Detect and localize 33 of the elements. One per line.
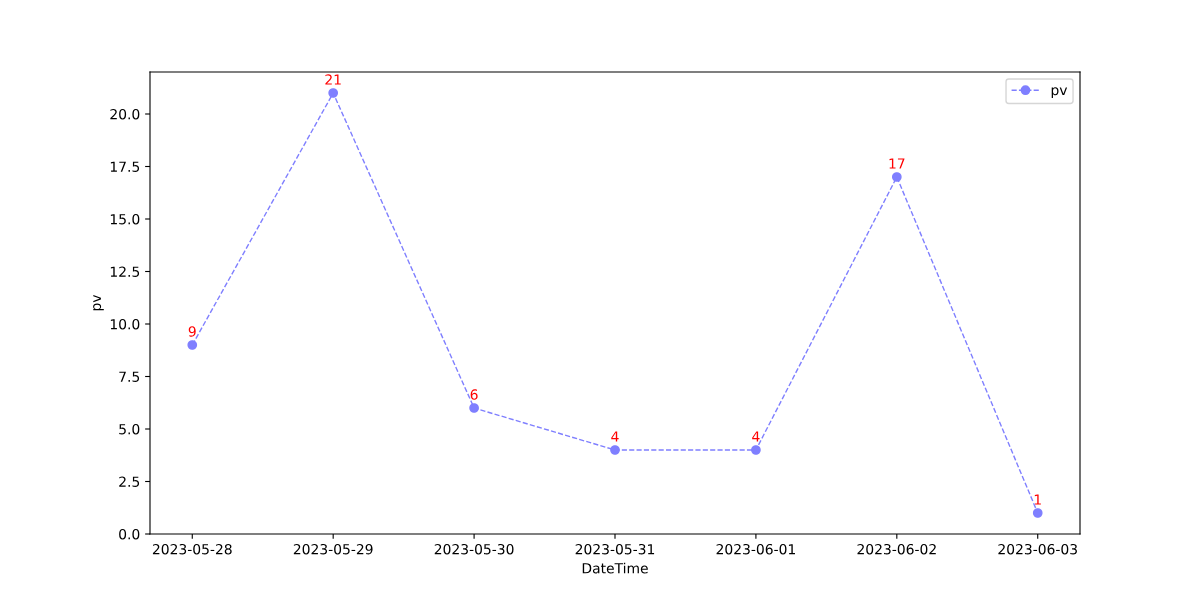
x-tick-label: 2023-06-02 xyxy=(857,543,936,555)
data-label: 17 xyxy=(889,158,905,169)
point xyxy=(610,445,620,455)
x-tick-label: 2023-05-30 xyxy=(434,543,514,555)
y-tick-label: 17.5 xyxy=(110,161,140,172)
y-tick-label: 5.0 xyxy=(119,423,140,435)
data-label: 1 xyxy=(1034,494,1041,505)
y-tick-label: 2.5 xyxy=(119,476,140,487)
y-tick-label: 10.0 xyxy=(110,318,140,330)
x-tick-label: 2023-06-03 xyxy=(998,543,1077,555)
y-tick-label: 15.0 xyxy=(110,213,140,225)
x-tick-label: 2023-06-01 xyxy=(716,543,795,555)
y-axis-title: pv xyxy=(93,294,104,311)
y-tick-label: 0.0 xyxy=(119,528,140,540)
data-label: 9 xyxy=(188,326,196,337)
legend-label: pv xyxy=(1051,87,1068,98)
y-tick-label: 7.5 xyxy=(119,371,140,382)
point xyxy=(1032,508,1043,518)
x-tick-label: 2023-05-28 xyxy=(152,543,232,555)
point xyxy=(187,340,198,350)
point xyxy=(751,445,761,455)
data-label: 4 xyxy=(752,431,760,442)
y-tick-label: 12.5 xyxy=(110,266,140,277)
x-tick-label: 2023-05-31 xyxy=(575,543,655,555)
data-label: 21 xyxy=(325,74,341,85)
data-label: 4 xyxy=(611,431,619,442)
x-tick-label: 2023-05-29 xyxy=(293,543,373,555)
point xyxy=(328,88,339,98)
x-axis-title: DateTime xyxy=(582,562,648,574)
point xyxy=(469,403,479,413)
y-tick-label: 20.0 xyxy=(110,108,140,120)
point xyxy=(891,172,902,182)
data-label: 6 xyxy=(470,389,478,400)
